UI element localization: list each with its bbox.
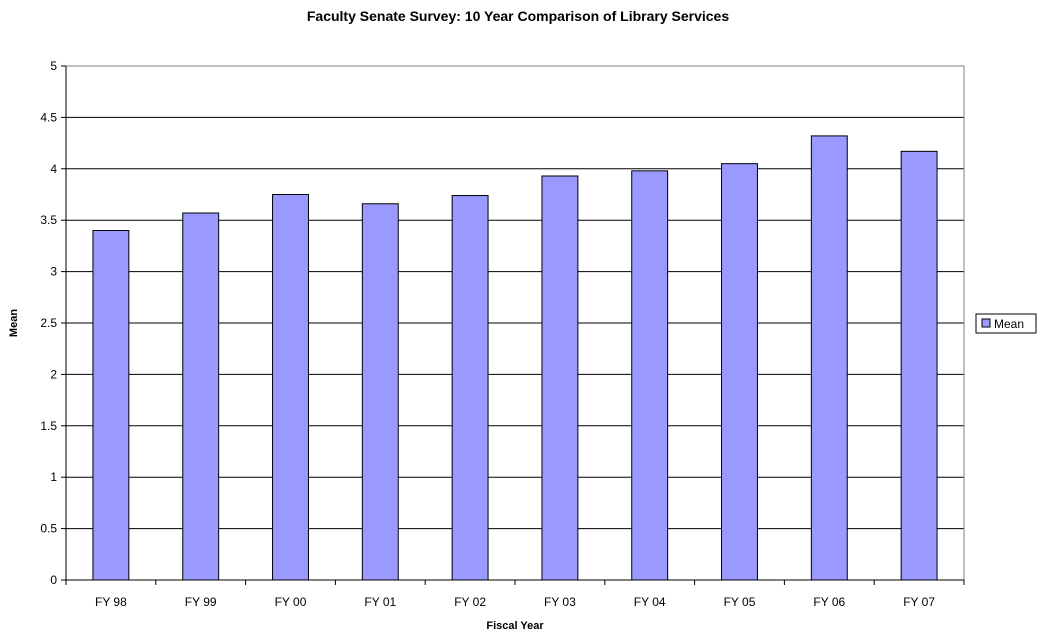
bar-fy-99 [182,212,220,581]
x-tick-label: FY 02 [454,595,486,609]
legend: Mean [975,313,1037,334]
x-tick-label: FY 01 [364,595,396,609]
bars [92,135,938,581]
y-tick-label: 5 [50,59,57,73]
y-tick-label: 1 [50,470,57,484]
legend-box [975,313,1037,334]
y-tick-label: 0.5 [40,522,57,536]
bar-fy-01 [361,203,399,581]
y-tick-label: 2 [50,367,57,381]
x-axis-title: Fiscal Year [486,620,544,632]
legend-label-mean: Mean [994,317,1024,331]
y-tick-label: 2.5 [40,316,57,330]
y-tick-label: 3 [50,265,57,279]
bar-fy-03 [541,175,579,581]
bar-fy-04 [631,170,669,581]
y-axis-ticks: 0 0.5 1 1.5 2 2.5 3 3.5 4 4.5 5 [40,59,66,587]
x-axis-ticks: FY 98 FY 99 FY 00 FY 01 FY 02 FY 03 FY 04 FY 05… [65,580,965,609]
x-tick-label: FY 06 [813,595,845,609]
y-tick-label: 0 [50,573,57,587]
y-tick-label: 1.5 [40,419,57,433]
x-tick-label: FY 99 [185,595,217,609]
x-tick-label: FY 03 [544,595,576,609]
bar-fy-06 [810,135,848,581]
bar-fy-07 [900,150,938,581]
x-tick-label: FY 05 [724,595,756,609]
legend-swatch-mean [981,318,991,328]
x-tick-label: FY 00 [275,595,307,609]
bar-fy-05 [721,163,758,581]
y-axis-title: Mean [8,309,20,337]
x-tick-label: FY 04 [634,595,666,609]
x-tick-label: FY 98 [95,595,127,609]
y-tick-label: 3.5 [40,213,57,227]
y-tick-label: 4.5 [40,110,57,124]
x-tick-label: FY 07 [903,595,935,609]
y-tick-label: 4 [50,162,57,176]
bar-fy-98 [92,229,130,581]
chart-title: Faculty Senate Survey: 10 Year Compariso… [307,8,729,24]
bar-fy-00 [272,194,309,581]
bar-fy-02 [451,195,489,581]
